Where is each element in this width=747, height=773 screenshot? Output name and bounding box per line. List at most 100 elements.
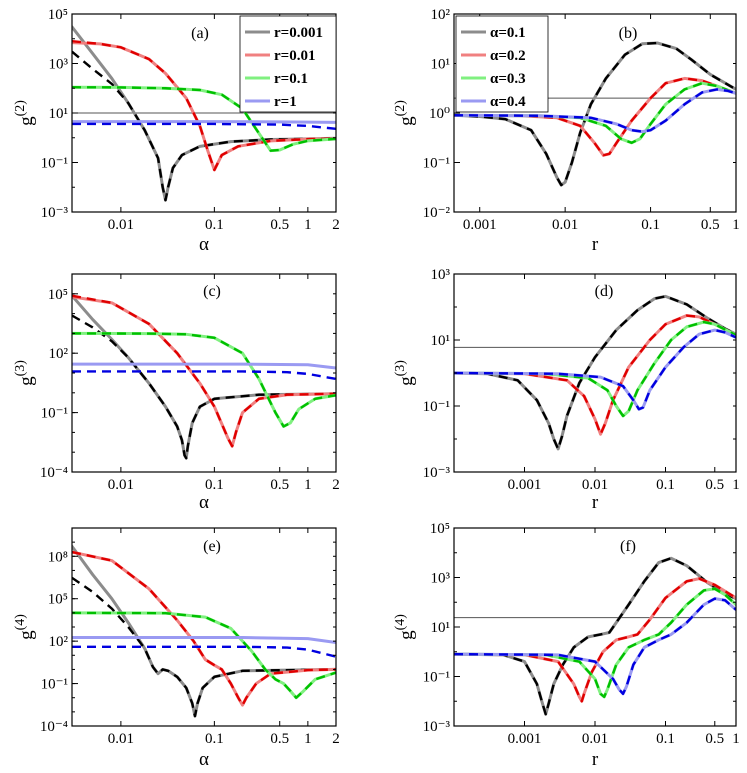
panel-d-ytick-label: 10⁻³ [423,465,451,481]
panel-d-xtick-label: 0.1 [656,477,675,493]
svg-text:g(4): g(4) [13,614,37,640]
panel-f-label: (f) [620,538,636,555]
panel-c-label: (c) [203,283,221,300]
panel-d-ylabel-base: g [396,376,417,386]
panel-f-ytick-label: 10⁻³ [423,719,451,735]
panel-f-xtick-label: 0.5 [705,731,724,747]
panel-f-ylabel: g(4) [393,614,417,640]
panel-f-ytick-label: 10⁻¹ [423,670,450,686]
panel-f-xlabel: r [592,749,599,770]
panel-f: (f) r g(4) 0.001 0.01 0.1 0.5 1 10⁻³ 10⁻¹ 10¹ 10… [393,521,740,770]
panel-d-series-3-dashed-line [454,328,736,411]
panel-f-xtick-label: 0.01 [582,731,608,747]
panel-e-series-1-dashed-line [72,550,336,707]
panel-a-ytick-label: 10⁻³ [41,205,69,221]
panel-c-xtick-label: 1 [304,477,312,493]
panel-c-ytick-label: 10⁻⁴ [40,465,68,481]
panel-a-xtick-label: 2 [332,217,340,233]
panel-c-xlabel: α [199,492,209,513]
panel-a-ytick-label: 10³ [49,57,69,73]
svg-text:g(4): g(4) [393,614,417,640]
panel-e-series-0-dashed-line [72,576,336,718]
panel-a-xtick-label: 0.01 [108,217,134,233]
panel-a-series-3-solid-line [72,120,336,124]
panel-e-ytick-label: 10² [49,634,69,650]
panel-f-ylabel-sup: (4) [393,614,408,631]
panel-a-xtick-label: 1 [304,217,312,233]
panel-a-series-0-dashed-line [72,50,336,202]
panel-d-ytick-label: 10⁻¹ [423,399,450,415]
panel-b-xtick-label: 0.5 [701,217,720,233]
panel-b-legend: α=0.1 α=0.2 α=0.3 α=0.4 [455,15,549,113]
panel-f-xtick-label: 0.001 [508,731,542,747]
panel-e-ytick-label: 10⁻¹ [41,677,68,693]
panel-b-legend-entry: α=0.1 [490,25,526,41]
panel-c-ylabel-sup: (3) [13,360,28,377]
panel-e-ylabel-sup: (4) [13,614,28,631]
panel-f-ytick-label: 10⁵ [430,521,450,537]
panel-f-xtick-label: 1 [732,731,740,747]
panel-e-series-3-dashed-line [72,645,336,658]
panel-a-label: (a) [191,25,209,42]
panel-b-series-3-dashed-line [454,88,736,133]
panel-f-xtick-label: 0.1 [656,731,675,747]
panel-d-xtick-label: 1 [732,477,740,493]
panel-c-series-0-solid-line [72,294,336,460]
panel-e-label: (e) [203,538,221,555]
panel-e-plot-area [72,544,336,718]
panel-e-series-3-solid-line [72,636,336,645]
panel-a-plot-area [72,25,336,202]
panel-c-ytick-label: 10⁵ [48,287,68,303]
panel-b-ytick-label: 10⁻² [423,205,451,221]
panel-d-ylabel-sup: (3) [393,360,408,377]
panel-b-series-0-dashed-line [454,41,736,187]
panel-c-ylabel-base: g [16,376,37,386]
panel-c-xtick-label: 0.01 [108,477,134,493]
panel-e-xtick-label: 0.1 [205,731,224,747]
panel-a-xtick-label: 0.5 [270,217,289,233]
panel-e-xtick-label: 0.5 [270,731,289,747]
panel-c-series-2-dashed-line [72,332,336,428]
panel-b-xtick-label: 1 [732,217,740,233]
panel-f-ytick-label: 10³ [431,571,451,587]
panel-b-xtick-label: 0.001 [463,217,497,233]
panel-c-ytick-label: 10² [49,346,69,362]
panel-c: (c) α g(3) 0.01 0.1 0.5 1 2 10⁻⁴ 10⁻¹ 10² 10⁵ [13,273,340,513]
panel-e: (e) α g(4) 0.01 0.1 0.5 1 2 10⁻⁴ 10⁻¹ 10² 10⁵ 10⁸ [13,527,340,770]
panel-b-ylabel-base: g [396,116,417,126]
panel-b-ytick-label: 10² [431,7,451,23]
panel-a-series-3-dashed-line [72,122,336,130]
panel-d-xtick-label: 0.001 [508,477,542,493]
svg-text:g(3): g(3) [393,360,417,386]
panel-b-legend-entry: α=0.3 [490,71,526,87]
svg-text:g(3): g(3) [13,360,37,386]
panel-e-ytick-label: 10⁵ [48,592,68,608]
panel-b-series-1-dashed-line [454,77,736,157]
panel-d-xtick-label: 0.5 [705,477,724,493]
panel-e-xlabel: α [199,749,209,770]
panel-d-xlabel: r [592,492,599,513]
panel-f-ytick-label: 10¹ [431,620,451,636]
panel-c-xtick-label: 0.5 [270,477,289,493]
svg-text:g(2): g(2) [393,100,417,126]
panel-b-ytick-label: 10¹ [431,57,451,73]
panel-a-ylabel-sup: (2) [13,100,28,117]
panel-a-ylabel-base: g [16,116,37,126]
panel-a-ytick-label: 10⁵ [48,7,68,23]
panel-b-xlabel: r [592,234,599,255]
panel-c-series-3-solid-line [72,362,336,370]
panel-b-xtick-label: 0.01 [552,217,578,233]
panel-b-plot-area [454,41,736,187]
panel-d-series-2-dashed-line [454,320,736,418]
panel-a-xlabel: α [199,234,209,255]
panel-e-ylabel-base: g [16,630,37,640]
panel-f-plot-area [454,556,736,716]
panel-c-ylabel: g(3) [13,360,37,386]
panel-c-series-3-dashed-line [72,370,336,381]
panel-d-plot-area [454,294,736,451]
panel-c-xtick-label: 2 [332,477,340,493]
panel-b-ylabel-sup: (2) [393,100,408,117]
panel-d: (d) r g(3) 0.001 0.01 0.1 0.5 1 10⁻³ 10⁻¹ 10¹ 10… [393,267,740,513]
panel-b-legend-entry: α=0.4 [490,94,526,110]
